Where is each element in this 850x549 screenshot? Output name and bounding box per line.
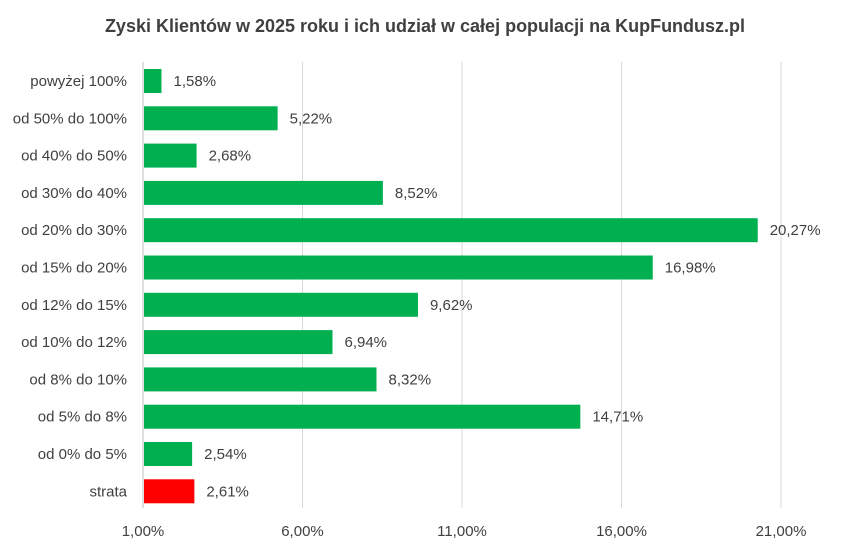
category-label: od 0% do 5% <box>38 446 127 463</box>
bar <box>144 442 193 466</box>
data-label: 14,71% <box>592 409 643 426</box>
category-label: powyżej 100% <box>30 73 127 90</box>
category-label: strata <box>89 483 127 500</box>
data-label: 16,98% <box>665 260 716 277</box>
bar <box>144 69 162 93</box>
category-label: od 15% do 20% <box>21 260 127 277</box>
data-label: 8,52% <box>395 185 438 202</box>
category-label: od 10% do 12% <box>21 334 127 351</box>
category-label: od 30% do 40% <box>21 185 127 202</box>
category-label: od 12% do 15% <box>21 297 127 314</box>
data-label: 9,62% <box>430 297 473 314</box>
data-label: 2,61% <box>206 483 249 500</box>
x-axis-ticks: 1,00% 6,00% 11,00% 16,00% 21,00% <box>122 523 807 540</box>
data-label: 2,68% <box>209 148 252 165</box>
x-tick-label: 6,00% <box>281 523 324 540</box>
x-tick-label: 21,00% <box>756 523 807 540</box>
data-label: 8,32% <box>389 371 432 388</box>
bar <box>144 255 653 280</box>
bar <box>144 143 197 168</box>
category-labels: powyżej 100% od 50% do 100% od 40% do 50% o… <box>13 73 128 500</box>
data-label: 6,94% <box>344 334 387 351</box>
data-label: 1,58% <box>174 73 217 90</box>
category-label: od 5% do 8% <box>38 409 127 426</box>
data-label: 5,22% <box>290 110 333 127</box>
bars <box>144 69 758 504</box>
data-label: 2,54% <box>204 446 247 463</box>
gridlines <box>142 62 782 508</box>
bar <box>144 479 195 504</box>
bar <box>144 106 278 131</box>
bar <box>144 330 333 355</box>
x-tick-label: 11,00% <box>437 523 487 540</box>
category-label: od 8% do 10% <box>29 371 127 388</box>
category-label: od 40% do 50% <box>21 148 127 165</box>
bar <box>144 292 418 317</box>
bar <box>144 367 377 392</box>
data-label: 20,27% <box>770 222 821 239</box>
data-labels: 1,58% 5,22% 2,68% 8,52% 20,27% 16,98% 9,62% 6,9… <box>174 73 821 500</box>
x-tick-label: 16,00% <box>596 523 647 540</box>
chart-title: Zyski Klientów w 2025 roku i ich udział … <box>105 16 745 36</box>
bar <box>144 180 383 205</box>
bar <box>144 404 581 429</box>
bar <box>144 218 758 243</box>
category-label: od 20% do 30% <box>21 222 127 239</box>
category-label: od 50% do 100% <box>13 110 127 127</box>
x-tick-label: 1,00% <box>122 523 165 540</box>
